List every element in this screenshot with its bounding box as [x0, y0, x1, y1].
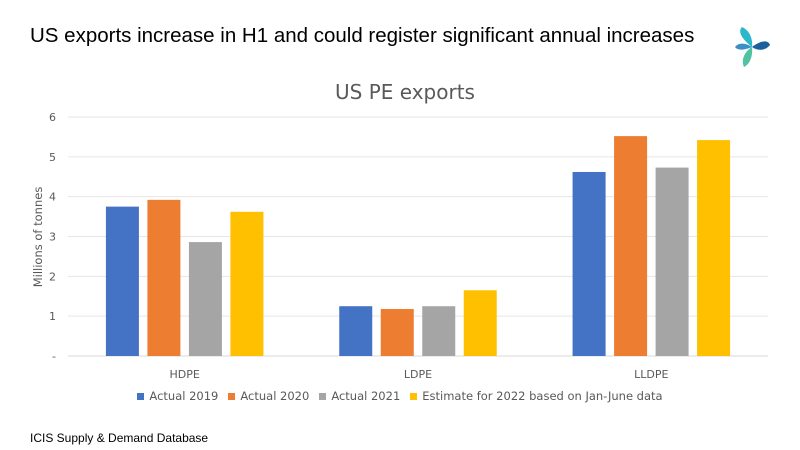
legend-label: Actual 2021 — [331, 389, 401, 403]
x-tick-label: LLDPE — [634, 368, 668, 381]
legend-label: Estimate for 2022 based on Jan-June data — [422, 389, 663, 403]
bar — [572, 171, 606, 356]
bar — [614, 136, 648, 356]
legend-swatch — [137, 392, 145, 400]
y-tick-label: 6 — [49, 111, 56, 124]
y-tick-label: 3 — [49, 231, 56, 244]
bar — [463, 290, 497, 356]
x-tick-label: HDPE — [170, 368, 200, 381]
bar — [380, 308, 414, 356]
legend-label: Actual 2020 — [240, 389, 310, 403]
bar — [230, 211, 264, 356]
y-tick-label: 2 — [49, 270, 56, 283]
y-axis-label: Millions of tonnes — [31, 187, 45, 288]
source-note: ICIS Supply & Demand Database — [30, 431, 209, 445]
y-tick-label: 5 — [49, 151, 56, 164]
chart-title: US PE exports — [335, 80, 475, 104]
y-tick-label: 4 — [49, 191, 56, 204]
y-tick-label: 1 — [49, 310, 56, 323]
legend-swatch — [228, 392, 236, 400]
bar — [422, 306, 456, 356]
bar — [697, 140, 731, 356]
bar — [188, 242, 222, 356]
chart-legend: Actual 2019 Actual 2020 Actual 2021 Estimat… — [0, 389, 800, 403]
y-tick-label: - — [52, 350, 56, 363]
legend-label: Actual 2019 — [149, 389, 219, 403]
x-tick-label: LDPE — [404, 368, 432, 381]
bar — [339, 306, 373, 356]
legend-item: Actual 2019 — [137, 389, 218, 403]
page-headline: US exports increase in H1 and could regi… — [30, 24, 695, 47]
icis-pinwheel-logo-icon — [735, 27, 770, 67]
legend-item: Actual 2020 — [228, 389, 309, 403]
legend-item: Estimate for 2022 based on Jan-June data — [410, 389, 663, 403]
legend-swatch — [319, 392, 327, 400]
bar — [147, 199, 181, 356]
legend-item: Actual 2021 — [319, 389, 400, 403]
legend-swatch — [410, 392, 418, 400]
bar — [655, 167, 689, 356]
bar — [105, 206, 139, 356]
